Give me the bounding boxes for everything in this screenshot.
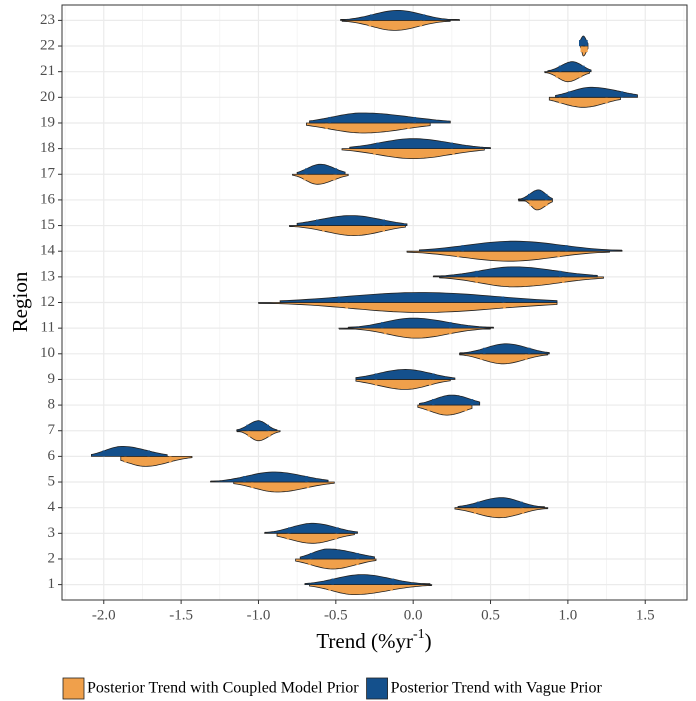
y-tick-label: 11: [41, 320, 55, 336]
violin: [341, 148, 485, 159]
violin: [517, 199, 553, 211]
violin: [355, 379, 451, 390]
violin: [517, 189, 553, 201]
y-tick-label: 17: [40, 166, 56, 182]
x-axis-title-suffix: ): [425, 629, 432, 653]
x-tick-label: 0.0: [404, 607, 423, 623]
x-tick-label: -1.0: [247, 607, 271, 623]
y-tick-label: 23: [40, 12, 55, 28]
legend-swatch: [62, 677, 85, 700]
x-tick-label: -0.5: [324, 607, 348, 623]
y-tick-label: 18: [40, 140, 55, 156]
violin: [258, 302, 558, 313]
legend-label: Posterior Trend with Coupled Model Prior: [87, 680, 359, 697]
y-tick-label: 8: [48, 397, 56, 413]
x-tick-label: -1.5: [169, 607, 193, 623]
violin: [355, 368, 456, 380]
y-tick-label: 2: [48, 550, 56, 566]
y-tick-label: 22: [40, 37, 55, 53]
violin: [279, 292, 558, 303]
y-tick-label: 20: [40, 89, 55, 105]
y-tick-label: 21: [40, 63, 55, 79]
y-axis-title: Region: [8, 271, 32, 332]
violin: [296, 215, 408, 226]
x-tick-label: 0.5: [481, 607, 500, 623]
y-tick-label: 7: [48, 422, 56, 438]
violin: [210, 471, 329, 483]
y-tick-label: 13: [40, 268, 55, 284]
violin: [347, 317, 495, 329]
y-tick-label: 15: [40, 217, 55, 233]
x-tick-label: 1.5: [636, 607, 655, 623]
violin: [295, 558, 377, 570]
x-axis-title-superscript: -1: [413, 627, 425, 642]
y-tick-label: 12: [40, 294, 55, 310]
y-tick-label: 5: [48, 473, 56, 489]
legend-label: Posterior Trend with Vague Prior: [391, 680, 603, 697]
y-tick-label: 6: [48, 448, 56, 464]
violin: [288, 225, 406, 237]
y-tick-label: 1: [48, 576, 56, 592]
violin: [296, 163, 346, 175]
violin: [547, 61, 592, 73]
violin: [418, 240, 623, 252]
violin: [555, 86, 638, 98]
violin: [349, 138, 491, 150]
legend-swatch: [366, 677, 388, 700]
violin: [459, 343, 550, 355]
violin: [454, 507, 549, 519]
violin: [457, 497, 546, 509]
violin: [120, 455, 193, 467]
x-axis-title-text: Trend (%yr: [316, 629, 413, 653]
x-tick-label: -2.0: [92, 607, 116, 623]
violin: [304, 574, 431, 586]
x-axis-title: Trend (%yr-1): [316, 627, 431, 653]
y-tick-label: 16: [40, 191, 56, 207]
y-tick-label: 4: [48, 499, 56, 515]
y-tick-label: 10: [40, 345, 55, 361]
y-tick-label: 3: [48, 525, 56, 541]
violin: [264, 522, 358, 534]
y-tick-label: 14: [40, 243, 56, 259]
y-tick-label: 9: [48, 371, 56, 387]
violin: [432, 266, 598, 278]
x-tick-label: 1.0: [559, 607, 578, 623]
y-tick-label: 19: [40, 114, 55, 130]
violin: [338, 327, 491, 339]
